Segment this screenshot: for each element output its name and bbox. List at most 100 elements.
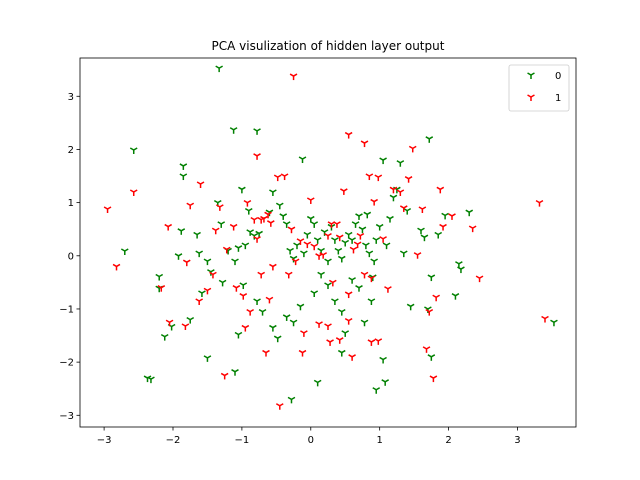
chart-title: PCA visulization of hidden layer output: [212, 39, 445, 53]
data-point: [181, 323, 190, 330]
y-tick-label: −3: [59, 411, 74, 422]
data-point: [231, 258, 239, 266]
data-point: [284, 271, 293, 279]
data-point: [327, 221, 336, 228]
data-point: [420, 234, 429, 242]
data-point: [250, 216, 259, 224]
data-point: [203, 355, 212, 362]
y-tick-label: −2: [59, 358, 74, 369]
data-point: [427, 354, 436, 361]
data-point: [319, 252, 328, 259]
legend-marker-0: [527, 72, 535, 79]
data-point: [406, 303, 415, 311]
data-point: [286, 247, 294, 255]
data-point: [164, 223, 173, 231]
data-point: [310, 243, 319, 251]
data-point: [382, 242, 391, 250]
data-point: [129, 189, 138, 196]
data-point: [193, 231, 201, 239]
data-point: [337, 255, 346, 263]
data-point: [246, 308, 254, 316]
marks-layer: [103, 65, 558, 410]
series-0: [120, 65, 558, 404]
data-point: [209, 271, 217, 279]
data-point: [273, 174, 282, 182]
data-point: [326, 339, 334, 346]
data-point: [353, 241, 362, 249]
data-point: [253, 128, 261, 135]
data-point: [457, 266, 465, 274]
data-point: [260, 215, 268, 223]
data-point: [436, 186, 445, 194]
data-point: [334, 247, 343, 255]
data-point: [186, 316, 195, 324]
data-point: [429, 375, 438, 383]
data-point: [396, 189, 405, 196]
data-point: [229, 127, 238, 134]
data-point: [218, 279, 227, 287]
data-point: [282, 221, 291, 228]
data-point: [448, 213, 456, 220]
data-point: [404, 176, 413, 183]
data-point: [434, 231, 443, 239]
data-point: [289, 73, 298, 81]
data-point: [234, 331, 243, 339]
data-point: [234, 245, 243, 252]
data-point: [341, 239, 350, 247]
data-point: [313, 237, 322, 244]
data-point: [165, 319, 174, 327]
data-point: [296, 303, 305, 311]
data-point: [273, 335, 282, 343]
data-point: [475, 275, 484, 283]
data-point: [381, 379, 390, 386]
data-point: [367, 339, 376, 346]
data-point: [441, 212, 449, 220]
data-point: [399, 250, 408, 258]
data-point: [417, 227, 425, 235]
series-1: [103, 73, 549, 410]
data-point: [120, 248, 129, 256]
data-point: [365, 250, 374, 258]
data-point: [287, 396, 296, 404]
legend-label-0: 0: [555, 71, 561, 82]
data-point: [379, 157, 387, 165]
plot-area: [80, 58, 576, 427]
legend-box: [508, 64, 570, 112]
data-point: [550, 319, 558, 327]
data-point: [198, 290, 206, 298]
data-point: [179, 173, 188, 181]
data-point: [427, 274, 436, 282]
data-point: [379, 236, 387, 243]
data-point: [103, 206, 112, 214]
data-point: [337, 349, 346, 357]
y-tick-label: 1: [68, 198, 74, 209]
x-tick-label: −1: [235, 435, 250, 446]
data-point: [300, 330, 308, 337]
data-point: [231, 369, 239, 376]
data-point: [253, 298, 261, 305]
data-point: [244, 207, 253, 215]
data-point: [328, 279, 337, 287]
x-tick-label: 2: [445, 435, 451, 446]
data-point: [195, 298, 204, 305]
data-point: [157, 285, 166, 292]
data-point: [300, 250, 308, 258]
data-point: [258, 308, 267, 316]
data-point: [112, 263, 121, 271]
data-point: [425, 136, 434, 143]
data-point: [344, 131, 353, 139]
data-point: [348, 237, 356, 244]
data-point: [216, 204, 224, 211]
data-point: [370, 198, 378, 206]
data-point: [182, 259, 191, 267]
data-point: [360, 319, 369, 327]
data-point: [389, 194, 398, 202]
data-point: [262, 349, 270, 357]
data-point: [324, 258, 332, 266]
data-point: [344, 291, 353, 299]
data-point: [264, 211, 272, 219]
data-point: [355, 213, 363, 220]
y-tick-label: −1: [59, 304, 74, 315]
data-point: [298, 156, 307, 164]
data-point: [349, 246, 358, 254]
